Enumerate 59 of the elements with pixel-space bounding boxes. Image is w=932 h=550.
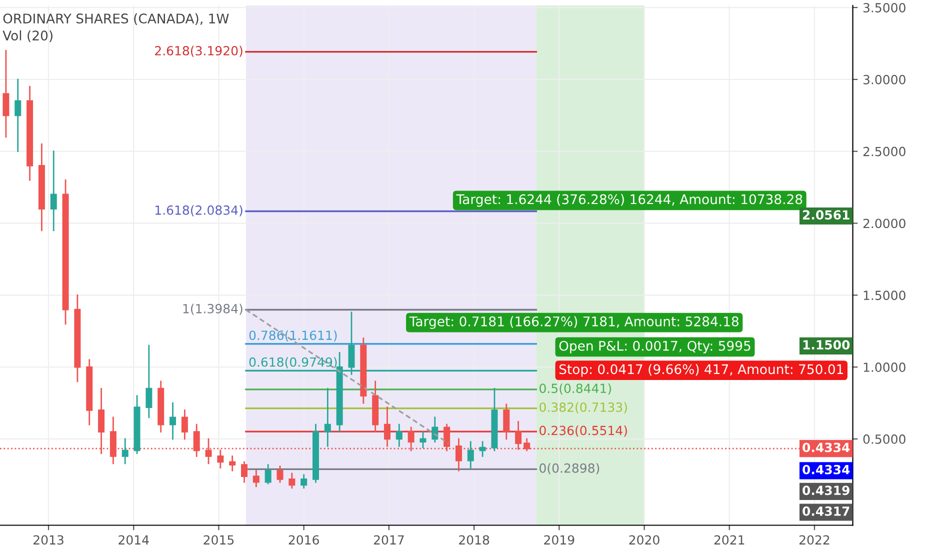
x-tick-label: 2014 [118, 535, 149, 545]
x-tick-label: 2015 [204, 535, 234, 545]
y-tick-label: 1.0000 [864, 362, 906, 372]
annotation: Open P&L: 0.0017, Qty: 5995 [559, 340, 750, 354]
x-tick-label: 2021 [714, 535, 744, 545]
candlestick [396, 424, 402, 447]
annotation: 2.0561 [802, 210, 850, 220]
annotation: Vol (20) [2, 30, 52, 42]
y-tick-label: 2.0000 [863, 218, 906, 228]
candlestick [14, 78, 22, 152]
series-label: 0.618(0.9749) [249, 357, 337, 368]
candlestick [276, 466, 284, 483]
candlestick [479, 441, 486, 457]
annotation: Stop: 0.0417 (9.66%) 417, Amount: 750.01 [559, 364, 843, 377]
ref-line-label: 0.4334 [802, 442, 850, 452]
x-tick-label: 2018 [459, 535, 490, 545]
candlestick [264, 464, 272, 484]
x-tick-label: 2013 [34, 535, 64, 545]
x-tick-label: 2022 [799, 535, 830, 545]
candlestick [252, 470, 260, 488]
candlestick [324, 388, 331, 447]
series-label: 1.618(2.0834) [156, 205, 242, 216]
series-label: 0.5(0.8441) [540, 383, 612, 395]
series-label: 0(0.2898) [540, 463, 600, 474]
candlestick [181, 410, 188, 440]
annotation: 0.4319 [802, 486, 850, 496]
y-tick-label: 2.5000 [863, 146, 906, 156]
candlestick [2, 50, 10, 138]
x-tick-label: 2019 [544, 535, 574, 545]
y-tick-label: 1.5000 [864, 290, 906, 300]
series-label: 1(1.3984) [183, 304, 242, 315]
candlestick [288, 472, 296, 489]
annotation: 0.4334 [802, 464, 850, 474]
candlestick [217, 450, 224, 468]
candlestick [122, 438, 128, 464]
x-tick-label: 2020 [629, 535, 660, 545]
candlestick [300, 474, 308, 489]
candlestick [229, 456, 236, 472]
x-tick-label: 2017 [374, 535, 404, 545]
candlestick [467, 441, 474, 468]
y-tick-label: 3.5000 [863, 2, 906, 12]
text: ORDINARY SHARES (CANADA), 1W [3, 13, 229, 26]
y-tick-label: 3.0000 [863, 74, 906, 84]
candlestick [503, 404, 510, 440]
candlestick [170, 402, 176, 440]
annotation: Target: 0.7181 (166.27%) 7181, Amount: 5284.18 [409, 316, 738, 329]
series-label: 0.786(1.1611) [249, 330, 337, 342]
annotation: Target: 1.6244 (376.28%) 16244, Amount: 10738.28 [456, 194, 802, 207]
candlestick [146, 344, 152, 418]
x-tick-label: 2016 [288, 535, 319, 545]
y-tick-label: 0.5000 [863, 434, 906, 444]
annotation: 1.1500 [803, 340, 850, 350]
series-label: 2.618(3.1920) [155, 46, 242, 57]
series-label: 0.382(0.7133) [540, 402, 627, 414]
candlestick [241, 461, 248, 483]
annotation: 0.4317 [802, 506, 850, 516]
series-label: 0.236(0.5514) [540, 426, 627, 437]
candlestick [420, 431, 426, 448]
candlestick [50, 150, 57, 232]
